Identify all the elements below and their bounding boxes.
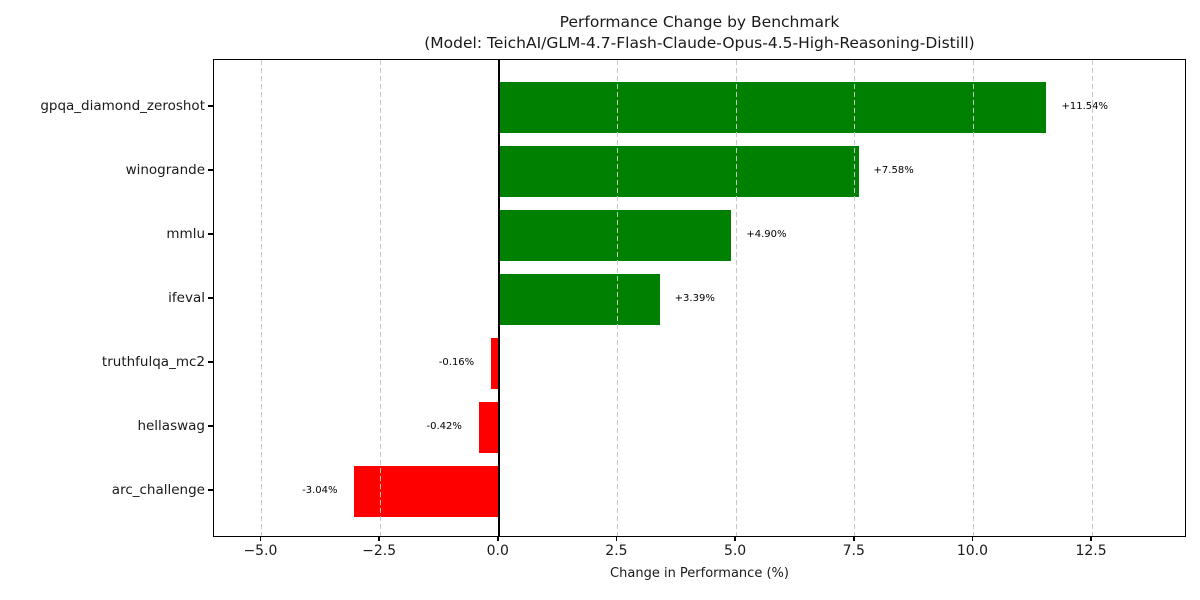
x-tick-label: 10.0 [956,543,988,559]
grid-line [735,60,737,536]
chart-title-block: Performance Change by Benchmark (Model: … [213,12,1186,54]
grid-line [1091,60,1093,536]
y-tick-label-arc_challenge: arc_challenge [111,482,205,498]
y-tick-label-hellaswag: hellaswag [137,418,205,434]
y-tick-label-truthfulqa_mc2: truthfulqa_mc2 [101,354,205,370]
x-tick-mark [259,537,262,541]
y-tick-mark [208,169,213,171]
bar-hellaswag [478,401,499,453]
grid-line [379,60,381,536]
bar-winogrande [498,145,859,197]
bar-ifeval [498,273,660,325]
bar-gpqa_diamond_zeroshot [498,81,1047,133]
bar-value-label: -3.04% [302,485,338,496]
x-tick-mark [1090,537,1092,541]
chart-subtitle: (Model: TeichAI/GLM-4.7-Flash-Claude-Opu… [424,34,975,52]
bar-arc_challenge [354,465,499,517]
bar-value-label: -0.42% [426,421,462,432]
y-tick-label-winogrande: winogrande [125,162,205,178]
x-tick-label: 7.5 [842,543,865,559]
x-tick-label: 5.0 [723,543,747,559]
x-tick-mark [497,537,499,541]
x-axis-label: Change in Performance (%) [610,566,789,581]
y-tick-mark [208,425,213,427]
zero-line [497,60,500,536]
bar-value-label: +7.58% [873,165,914,176]
grid-line [972,60,974,536]
bar-truthfulqa_mc2 [491,337,499,389]
y-tick-label-gpqa_diamond_zeroshot: gpqa_diamond_zeroshot [40,98,205,114]
x-tick-mark [971,537,974,541]
x-tick-mark [853,537,855,541]
grid-line [616,60,618,536]
y-tick-mark [208,361,213,363]
x-tick-mark [378,537,380,541]
chart-title: Performance Change by Benchmark [559,13,840,31]
y-tick-label-ifeval: ifeval [168,290,205,306]
y-tick-mark [208,489,213,491]
bar-value-label: -0.16% [438,357,475,368]
x-tick-mark [615,537,618,541]
x-tick-label: 0.0 [486,543,509,559]
y-tick-mark [208,297,213,299]
grid-line [260,60,262,536]
x-tick-label: 2.5 [605,543,628,559]
plot-area: +11.54% +7.58% +4.90% +3.39% -0.16% -0.42% -3.… [213,59,1186,537]
y-tick-mark [208,105,213,107]
x-tick-label: −5.0 [243,543,278,559]
bar-value-label: +11.54% [1061,101,1109,112]
x-tick-label: 12.5 [1075,543,1107,559]
bar-mmlu [498,209,732,261]
bar-value-label: +4.90% [746,229,787,240]
grid-line [854,60,856,536]
bar-value-label: +3.39% [674,293,715,304]
x-tick-mark [734,537,736,541]
y-tick-mark [208,233,213,235]
y-tick-label-mmlu: mmlu [166,226,205,242]
x-tick-label: −2.5 [362,543,397,559]
